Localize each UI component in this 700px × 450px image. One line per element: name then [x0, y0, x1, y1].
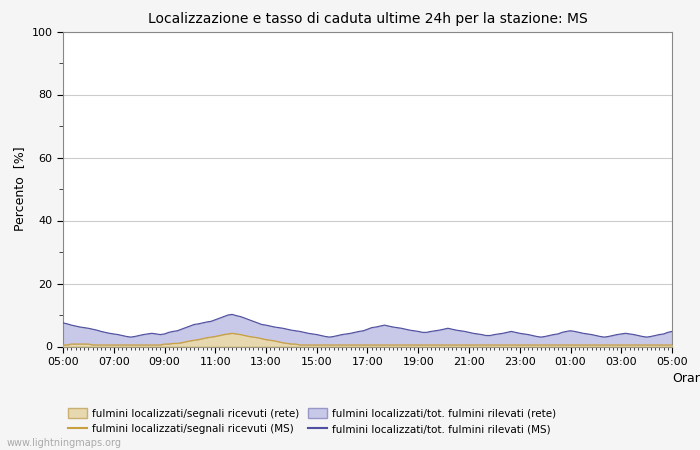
- Y-axis label: Percento  [%]: Percento [%]: [13, 147, 26, 231]
- Legend: fulmini localizzati/segnali ricevuti (rete), fulmini localizzati/segnali ricevut: fulmini localizzati/segnali ricevuti (re…: [68, 409, 556, 434]
- Title: Localizzazione e tasso di caduta ultime 24h per la stazione: MS: Localizzazione e tasso di caduta ultime …: [148, 12, 587, 26]
- Text: www.lightningmaps.org: www.lightningmaps.org: [7, 438, 122, 448]
- Text: Orario: Orario: [672, 372, 700, 385]
